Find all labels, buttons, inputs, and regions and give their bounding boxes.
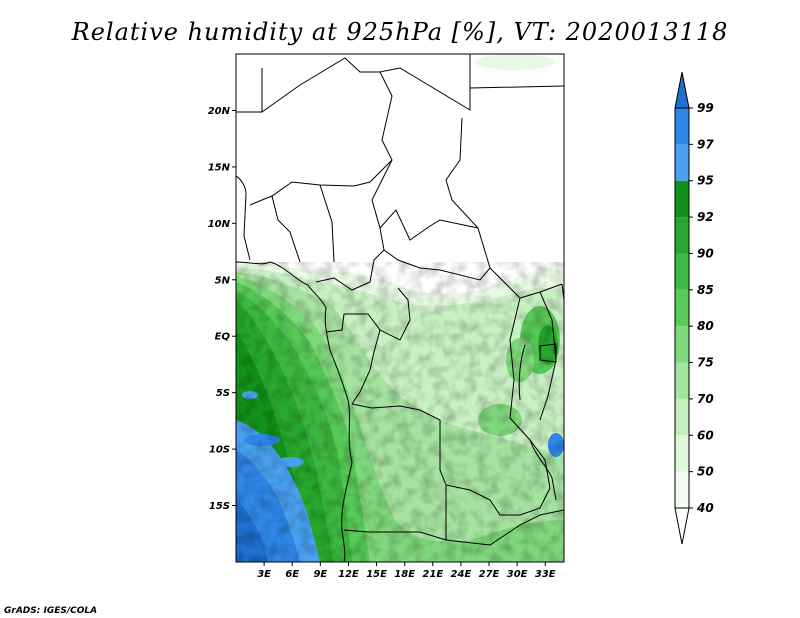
colorbar: 99 97 95 92 90 85 80 75 70 60 50 40: [674, 71, 714, 545]
lon-tick-label: 30E: [507, 569, 528, 580]
colorbar-tick-label: 95: [697, 174, 714, 188]
lon-tick-label: 6E: [285, 569, 299, 580]
colorbar-segment: [675, 217, 689, 254]
political-borders: [236, 54, 564, 562]
map-panel: 20N 15N 10N 5N EQ 5S 10S 15S 3E 6E 9E 12E 15E 18E 21E…: [208, 53, 565, 580]
colorbar-segment: [675, 253, 689, 290]
humidity-field: [236, 54, 564, 562]
colorbar-segment: [675, 326, 689, 363]
colorbar-tick-label: 90: [697, 246, 714, 260]
lon-tick-label: 33E: [535, 569, 556, 580]
lon-tick-label: 9E: [313, 569, 327, 580]
colorbar-tick-label: 85: [697, 283, 714, 297]
lat-tick-label: 15S: [209, 501, 230, 512]
lat-tick-label: 10N: [208, 219, 231, 230]
colorbar-tick-label: 40: [696, 501, 714, 515]
lon-tick-label: 21E: [422, 569, 443, 580]
colorbar-segment: [675, 144, 689, 181]
longitude-axis: 3E 6E 9E 12E 15E 18E 21E 24E 27E 30E 33E: [257, 562, 556, 580]
colorbar-tick-label: 99: [697, 101, 714, 115]
credit-text: GrADS: IGES/COLA: [4, 606, 97, 616]
figure-title: Relative humidity at 925hPa [%], VT: 202…: [71, 18, 729, 46]
colorbar-segment: [675, 289, 689, 327]
colorbar-segment: [675, 180, 689, 218]
latitude-axis: 20N 15N 10N 5N EQ 5S 10S 15S: [208, 106, 236, 512]
lat-tick-label: 5N: [215, 275, 231, 286]
colorbar-segment: [675, 108, 689, 145]
colorbar-tick-label: 92: [697, 210, 714, 224]
map-frame: [235, 53, 565, 563]
colorbar-segment: [675, 435, 689, 472]
lon-tick-label: 12E: [338, 569, 359, 580]
lon-tick-label: 27E: [479, 569, 500, 580]
colorbar-tick-label: 97: [697, 137, 714, 151]
lat-tick-label: 15N: [208, 162, 231, 173]
colorbar-segment: [675, 398, 689, 436]
lon-tick-label: 15E: [366, 569, 387, 580]
colorbar-tick-label: 60: [697, 428, 714, 442]
lon-tick-label: 18E: [394, 569, 415, 580]
lat-tick-label: 5S: [216, 388, 230, 399]
colorbar-tick-label: 50: [697, 465, 714, 479]
lon-tick-label: 3E: [257, 569, 271, 580]
lon-tick-label: 24E: [451, 569, 472, 580]
colorbar-segment: [675, 362, 689, 399]
colorbar-top-arrow: [674, 71, 690, 109]
lat-tick-label: 20N: [208, 106, 231, 117]
lat-tick-label: 10S: [209, 445, 230, 456]
colorbar-tick-label: 75: [697, 356, 714, 370]
lat-tick-label: EQ: [215, 332, 231, 343]
colorbar-bottom-arrow: [674, 507, 690, 545]
colorbar-segment: [675, 471, 689, 508]
colorbar-tick-label: 70: [697, 392, 714, 406]
colorbar-tick-label: 80: [697, 319, 714, 333]
